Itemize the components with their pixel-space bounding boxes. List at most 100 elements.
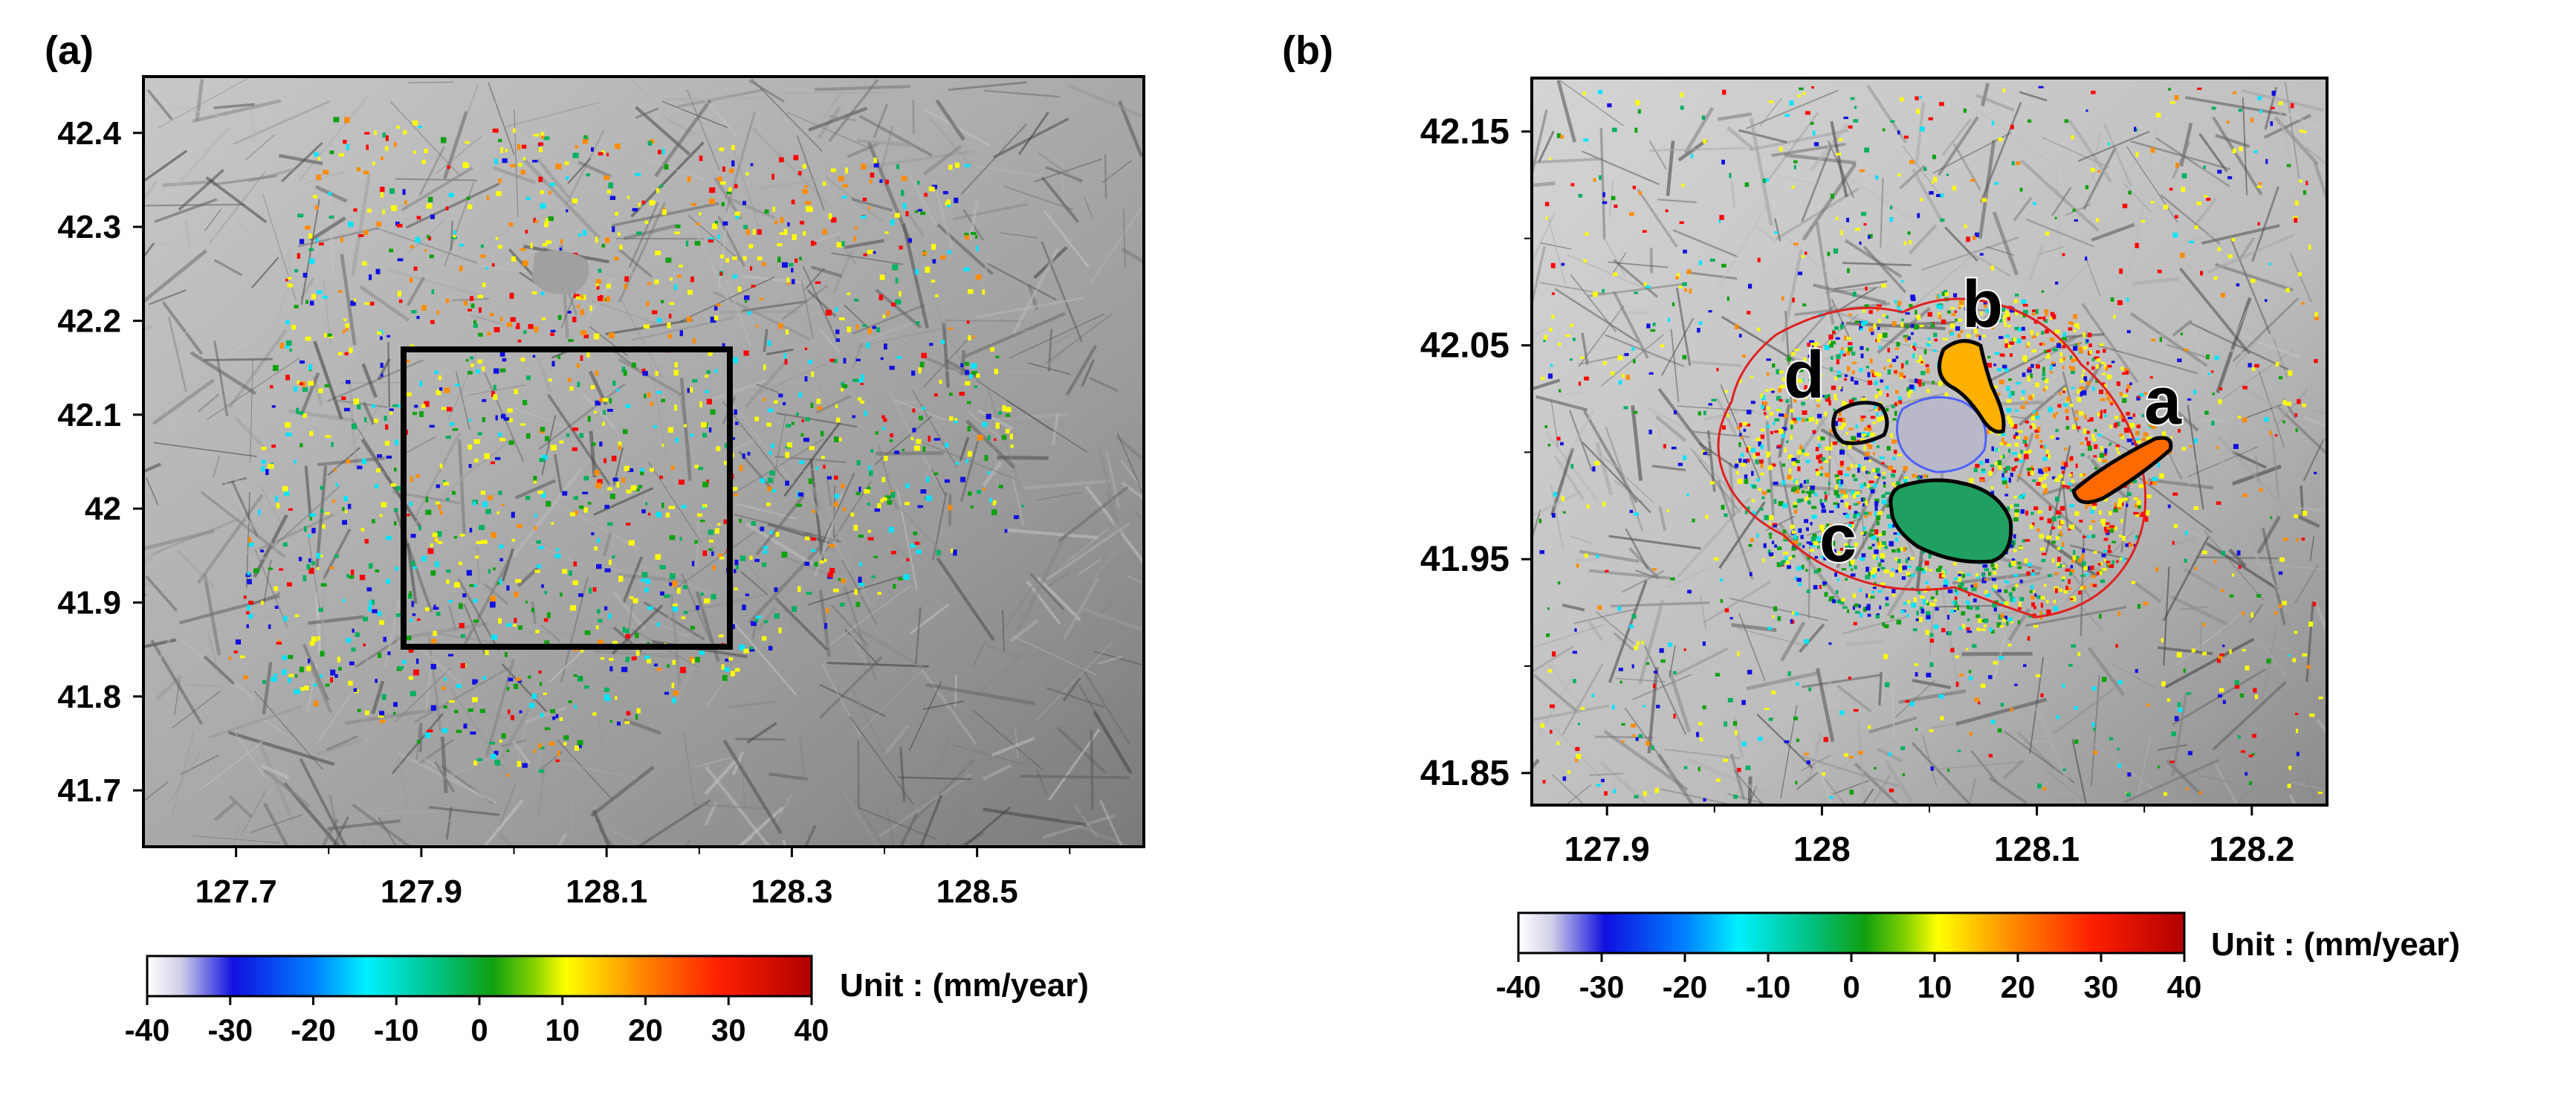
point bbox=[506, 773, 510, 777]
point bbox=[612, 641, 618, 645]
point bbox=[539, 746, 545, 749]
point bbox=[726, 191, 731, 195]
point bbox=[415, 474, 420, 478]
point bbox=[427, 235, 430, 239]
ridge bbox=[1045, 313, 1113, 364]
ridge bbox=[853, 798, 886, 847]
point bbox=[394, 508, 398, 512]
point bbox=[881, 415, 885, 419]
point bbox=[1635, 737, 1639, 741]
point bbox=[392, 404, 398, 407]
point bbox=[411, 310, 417, 314]
point bbox=[574, 510, 578, 516]
ridge bbox=[581, 393, 617, 429]
ridge bbox=[635, 798, 712, 847]
point bbox=[302, 575, 307, 581]
point bbox=[589, 587, 592, 594]
point bbox=[421, 555, 427, 562]
ridge bbox=[1842, 262, 1912, 267]
point bbox=[320, 674, 323, 678]
ridge bbox=[345, 708, 433, 726]
point bbox=[463, 300, 467, 306]
point bbox=[346, 637, 352, 643]
point bbox=[713, 315, 719, 321]
ridge bbox=[841, 790, 879, 847]
point bbox=[262, 680, 266, 684]
point bbox=[967, 335, 971, 340]
point bbox=[501, 733, 506, 739]
point bbox=[357, 708, 361, 712]
point bbox=[557, 314, 562, 320]
point bbox=[910, 437, 913, 441]
ridge bbox=[988, 395, 1000, 502]
ridge bbox=[2086, 259, 2101, 297]
point bbox=[343, 407, 350, 412]
ridge bbox=[297, 96, 369, 182]
point bbox=[763, 550, 768, 554]
point bbox=[894, 450, 899, 454]
point bbox=[562, 491, 568, 496]
point bbox=[2207, 372, 2211, 375]
point bbox=[645, 578, 650, 584]
ridge bbox=[2051, 187, 2072, 217]
point bbox=[542, 243, 548, 247]
point bbox=[448, 193, 454, 197]
point bbox=[829, 358, 835, 362]
point bbox=[482, 676, 487, 680]
point bbox=[867, 328, 872, 335]
ridge bbox=[748, 79, 785, 103]
point bbox=[939, 255, 946, 259]
ridge bbox=[989, 723, 1059, 801]
ridge bbox=[1880, 178, 1884, 248]
ridge bbox=[192, 99, 282, 123]
point bbox=[372, 609, 378, 613]
point bbox=[833, 588, 839, 592]
point bbox=[298, 557, 302, 561]
ridge bbox=[728, 700, 777, 708]
point bbox=[381, 373, 384, 378]
point bbox=[977, 434, 983, 441]
point bbox=[405, 359, 410, 363]
point bbox=[916, 549, 922, 554]
point bbox=[554, 553, 561, 558]
ridge bbox=[1532, 758, 1540, 771]
point bbox=[608, 332, 615, 339]
ridge bbox=[1622, 569, 1665, 593]
ridge bbox=[397, 462, 479, 541]
point bbox=[288, 508, 293, 511]
point bbox=[541, 454, 548, 460]
point bbox=[316, 174, 321, 181]
point bbox=[2302, 653, 2308, 657]
ridge bbox=[2002, 759, 2025, 780]
ridge bbox=[852, 303, 925, 335]
ridge bbox=[1845, 639, 1883, 647]
ridge bbox=[887, 810, 894, 847]
ridge bbox=[1003, 185, 1074, 211]
point bbox=[595, 369, 598, 376]
point bbox=[821, 456, 825, 459]
point bbox=[1796, 682, 1799, 686]
point bbox=[763, 620, 768, 624]
ridge bbox=[725, 279, 752, 347]
ridge bbox=[1658, 506, 1667, 532]
ridge bbox=[986, 643, 1018, 659]
point bbox=[569, 386, 574, 391]
ridge bbox=[1123, 209, 1126, 268]
point bbox=[583, 476, 589, 481]
point bbox=[701, 422, 707, 427]
ridge bbox=[1584, 448, 1665, 494]
point bbox=[253, 568, 259, 573]
x-tick-label: 128.1 bbox=[566, 873, 647, 910]
ridge bbox=[1562, 663, 1604, 735]
point bbox=[1002, 405, 1006, 412]
point bbox=[1672, 302, 1675, 306]
ridge bbox=[2313, 599, 2327, 636]
ridge bbox=[263, 802, 290, 847]
ridge bbox=[213, 174, 278, 187]
point bbox=[2014, 294, 2019, 297]
ridge bbox=[2170, 595, 2228, 627]
point bbox=[577, 381, 580, 387]
point bbox=[412, 566, 417, 569]
point bbox=[1634, 291, 1638, 294]
point bbox=[862, 324, 867, 327]
